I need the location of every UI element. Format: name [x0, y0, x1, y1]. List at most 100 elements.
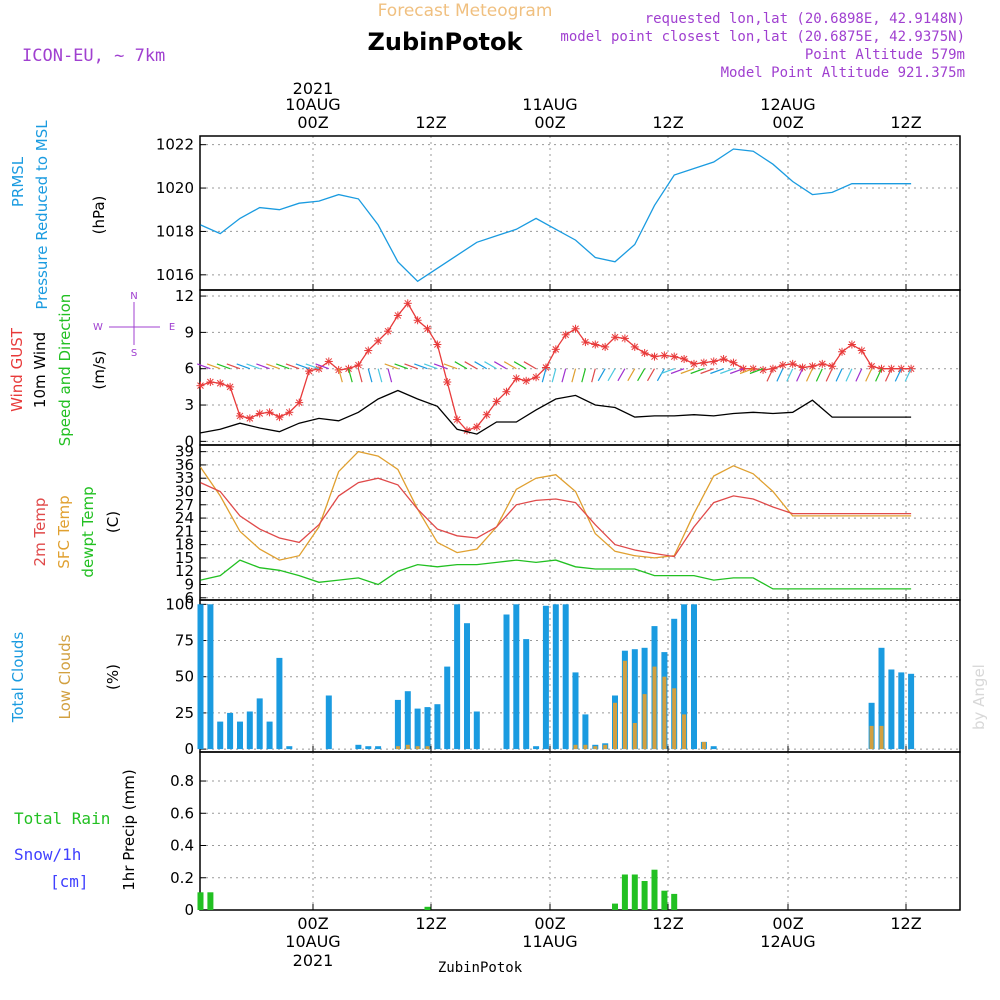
total-cloud-bar [523, 639, 530, 750]
gust-marker [404, 299, 412, 307]
total-cloud-bar [246, 711, 253, 750]
top-time-tick-label: 00Z [534, 113, 565, 132]
gust-marker [641, 349, 648, 357]
gust-marker [493, 398, 500, 405]
low-cloud-bar [632, 723, 637, 750]
low-cloud-bar [701, 741, 706, 750]
temp-unit-label: (C) [104, 511, 122, 533]
wind-direction-arrow [637, 368, 646, 382]
gust-marker [601, 343, 609, 351]
total-cloud-bar [355, 744, 362, 750]
wind-direction-arrow [513, 361, 527, 370]
gust-marker [512, 375, 520, 382]
wind-direction-arrow [884, 368, 892, 382]
total-cloud-bar [454, 604, 461, 750]
gust-marker [730, 359, 737, 367]
gust-marker [631, 343, 639, 351]
low-cloud-bar [593, 746, 598, 750]
y-tick-label: 30 [175, 483, 194, 501]
gust-marker [848, 341, 856, 348]
model-altitude: Model Point Altitude 921.375m [721, 65, 965, 81]
y-tick-label: 75 [175, 632, 194, 650]
total-cloud-bar [552, 604, 559, 750]
t2m-line [200, 477, 912, 558]
total-cloud-bar [227, 712, 234, 750]
gust-marker [384, 327, 392, 335]
wind-direction-arrow [766, 368, 774, 382]
bottom-day-label: 10AUG [285, 932, 340, 951]
wind-direction-arrow [656, 368, 665, 382]
rain-bar [621, 874, 628, 910]
gust-label: Wind GUST [8, 327, 26, 412]
top-time-tick-label: 12Z [890, 113, 921, 132]
rain-bar [612, 903, 618, 910]
chart-title: Forecast Meteogram [378, 1, 553, 21]
low-cloud-bar [662, 676, 667, 750]
y-tick-label: 1018 [156, 222, 194, 240]
wind-direction-arrow [246, 363, 260, 370]
gust-marker [285, 408, 293, 416]
gust-marker [661, 352, 668, 359]
panel-frame [199, 751, 961, 911]
wind-direction-arrow [216, 363, 231, 370]
gust-marker [542, 364, 550, 371]
wind-direction-arrow [805, 368, 813, 382]
wind-direction-arrow [561, 368, 567, 383]
total-cloud-bar [878, 647, 885, 750]
wind-direction-arrow [739, 368, 754, 375]
gust-marker [868, 362, 875, 370]
wind-direction-arrow [571, 368, 577, 383]
wind-direction-arrow [776, 368, 784, 382]
low-cloud-bar [395, 746, 400, 750]
y-tick-label: 27 [175, 496, 194, 514]
total-cloud-bar [691, 604, 697, 750]
point-altitude: Point Altitude 579m [805, 47, 965, 63]
low-cloud-bar [425, 746, 430, 750]
total-cloud-bar [464, 623, 470, 750]
wind-direction-arrow [845, 368, 853, 382]
compass-s-label: S [131, 348, 137, 359]
wind-direction-arrow [367, 368, 373, 383]
wind-direction-arrow [865, 368, 873, 382]
gust-marker [611, 333, 619, 341]
wind-direction-arrow [357, 368, 363, 383]
wind-direction-arrow [206, 363, 221, 370]
wind-direction-arrow [433, 363, 448, 370]
total-cloud-bar [404, 691, 411, 750]
y-tick-label: 1016 [156, 266, 194, 284]
precip-unit-label: 1hr Precip (mm) [120, 769, 138, 890]
wind-direction-arrow [700, 368, 714, 375]
gust-marker [828, 362, 836, 370]
wind-direction-arrow [315, 363, 329, 370]
total-cloud-bar [710, 746, 717, 750]
gust-marker [680, 355, 688, 363]
gust-marker [206, 378, 214, 386]
y-tick-label: 15 [175, 549, 194, 567]
total-cloud-bar [394, 699, 401, 750]
gust-marker [522, 377, 530, 385]
panel-frame [199, 135, 961, 291]
rain-bar [671, 893, 678, 910]
gust-marker [216, 379, 224, 387]
wind-direction-arrow [285, 363, 300, 370]
wind-direction-arrow [904, 368, 912, 382]
y-tick-label: 0 [184, 432, 194, 450]
wind-direction-arrow [464, 361, 478, 370]
wind-direction-arrow [591, 368, 596, 383]
pressure-line [200, 148, 912, 283]
gust-marker [305, 367, 313, 375]
y-tick-label: 6 [184, 360, 194, 378]
total-cloud-bar [533, 746, 540, 750]
gust-marker [789, 360, 797, 368]
low-cloud-bar [603, 744, 608, 750]
total-clouds-label: Total Clouds [9, 632, 27, 724]
gust-marker [295, 399, 303, 406]
wind-direction-arrow [551, 368, 557, 383]
gust-marker [266, 408, 273, 416]
total-cloud-bar [444, 666, 451, 750]
total-cloud-bar [365, 746, 372, 750]
dewpt-label: dewpt Temp [79, 486, 97, 577]
gust-marker [670, 353, 678, 360]
y-tick-label: 39 [175, 443, 194, 461]
